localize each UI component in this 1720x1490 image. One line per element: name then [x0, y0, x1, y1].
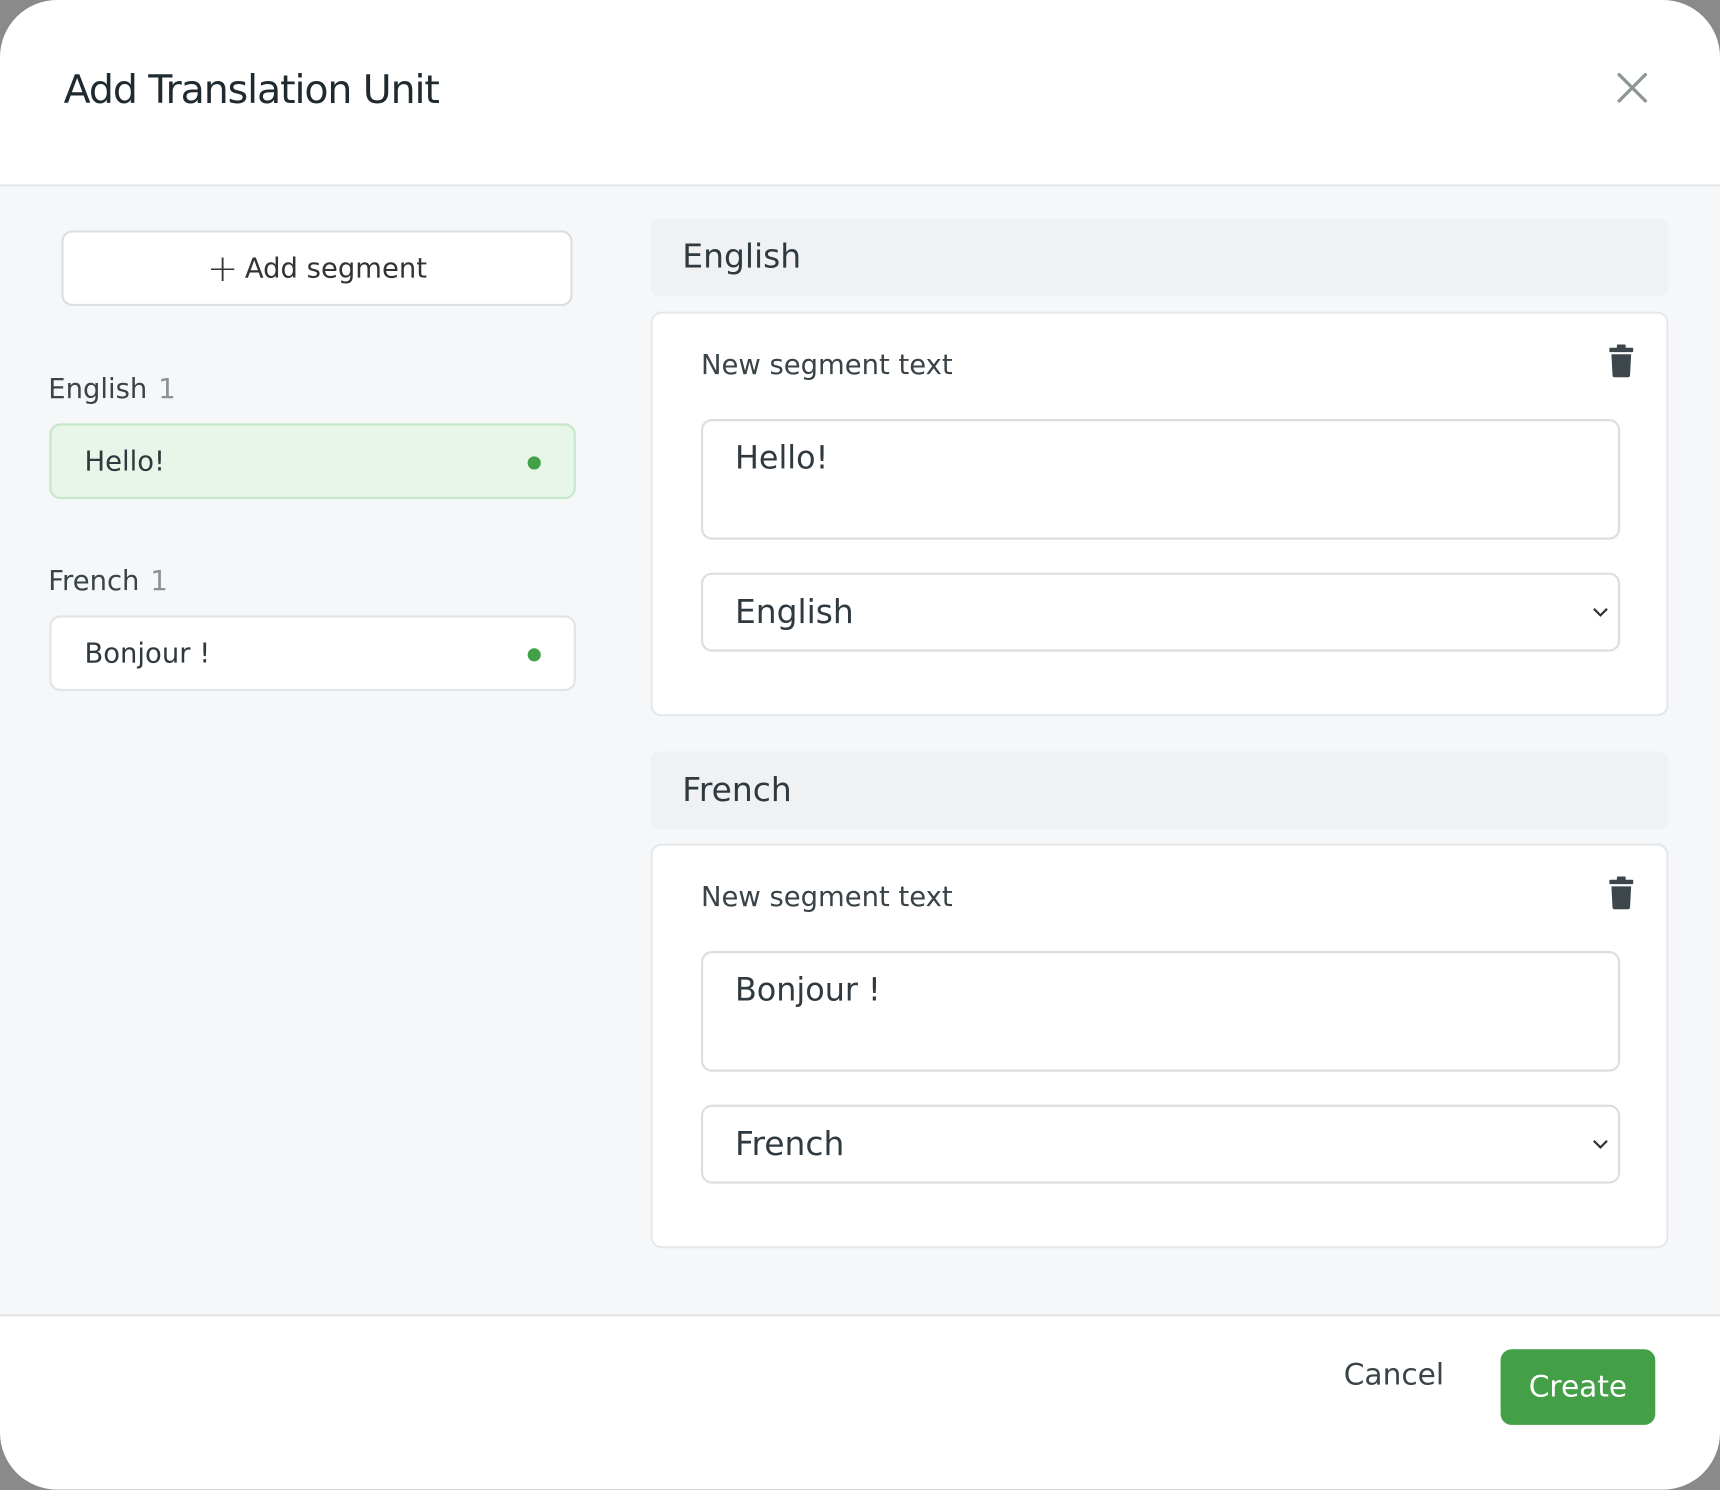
trash-icon[interactable]: [1609, 876, 1634, 910]
dialog-body: + Add segment English 1 Hello! French 1 Bon…: [0, 186, 1720, 1317]
chevron-down-icon: [1593, 1140, 1608, 1149]
segment-item-text: Bonjour !: [84, 637, 211, 670]
group-name: English: [48, 372, 148, 405]
create-button[interactable]: Create: [1500, 1349, 1656, 1425]
language-select-value: French: [734, 1124, 845, 1164]
segment-item-text: Hello!: [84, 445, 165, 478]
segment-card-french: New segment text Bonjour ! French: [650, 843, 1669, 1249]
close-icon[interactable]: [1613, 68, 1652, 107]
language-select[interactable]: English: [700, 572, 1621, 652]
trash-icon[interactable]: [1609, 344, 1634, 378]
segment-text-input[interactable]: Bonjour !: [700, 951, 1621, 1072]
cancel-button[interactable]: Cancel: [1343, 1358, 1445, 1393]
group-name: French: [48, 564, 140, 597]
add-segment-button[interactable]: + Add segment: [61, 230, 573, 307]
group-label-english: English 1: [48, 373, 175, 405]
plus-icon: +: [207, 246, 239, 291]
status-dot: [527, 456, 541, 470]
language-select-value: English: [734, 592, 854, 632]
section-heading-french: French: [650, 751, 1669, 830]
segment-text-input[interactable]: Hello!: [700, 419, 1621, 540]
add-segment-label: Add segment: [244, 252, 427, 285]
language-select[interactable]: French: [700, 1104, 1621, 1184]
group-label-french: French 1: [48, 565, 168, 597]
segment-item-french[interactable]: Bonjour !: [49, 615, 576, 692]
chevron-down-icon: [1593, 608, 1608, 617]
segment-card-english: New segment text Hello! English: [650, 311, 1669, 717]
dialog-title: Add Translation Unit: [63, 68, 440, 113]
section-heading-english: English: [650, 218, 1669, 297]
segment-item-english[interactable]: Hello!: [49, 423, 576, 500]
group-count: 1: [158, 372, 176, 405]
group-count: 1: [150, 564, 168, 597]
field-label: New segment text: [700, 880, 953, 913]
dialog-header: Add Translation Unit: [0, 0, 1720, 187]
status-dot: [527, 648, 541, 662]
field-label: New segment text: [700, 348, 953, 381]
